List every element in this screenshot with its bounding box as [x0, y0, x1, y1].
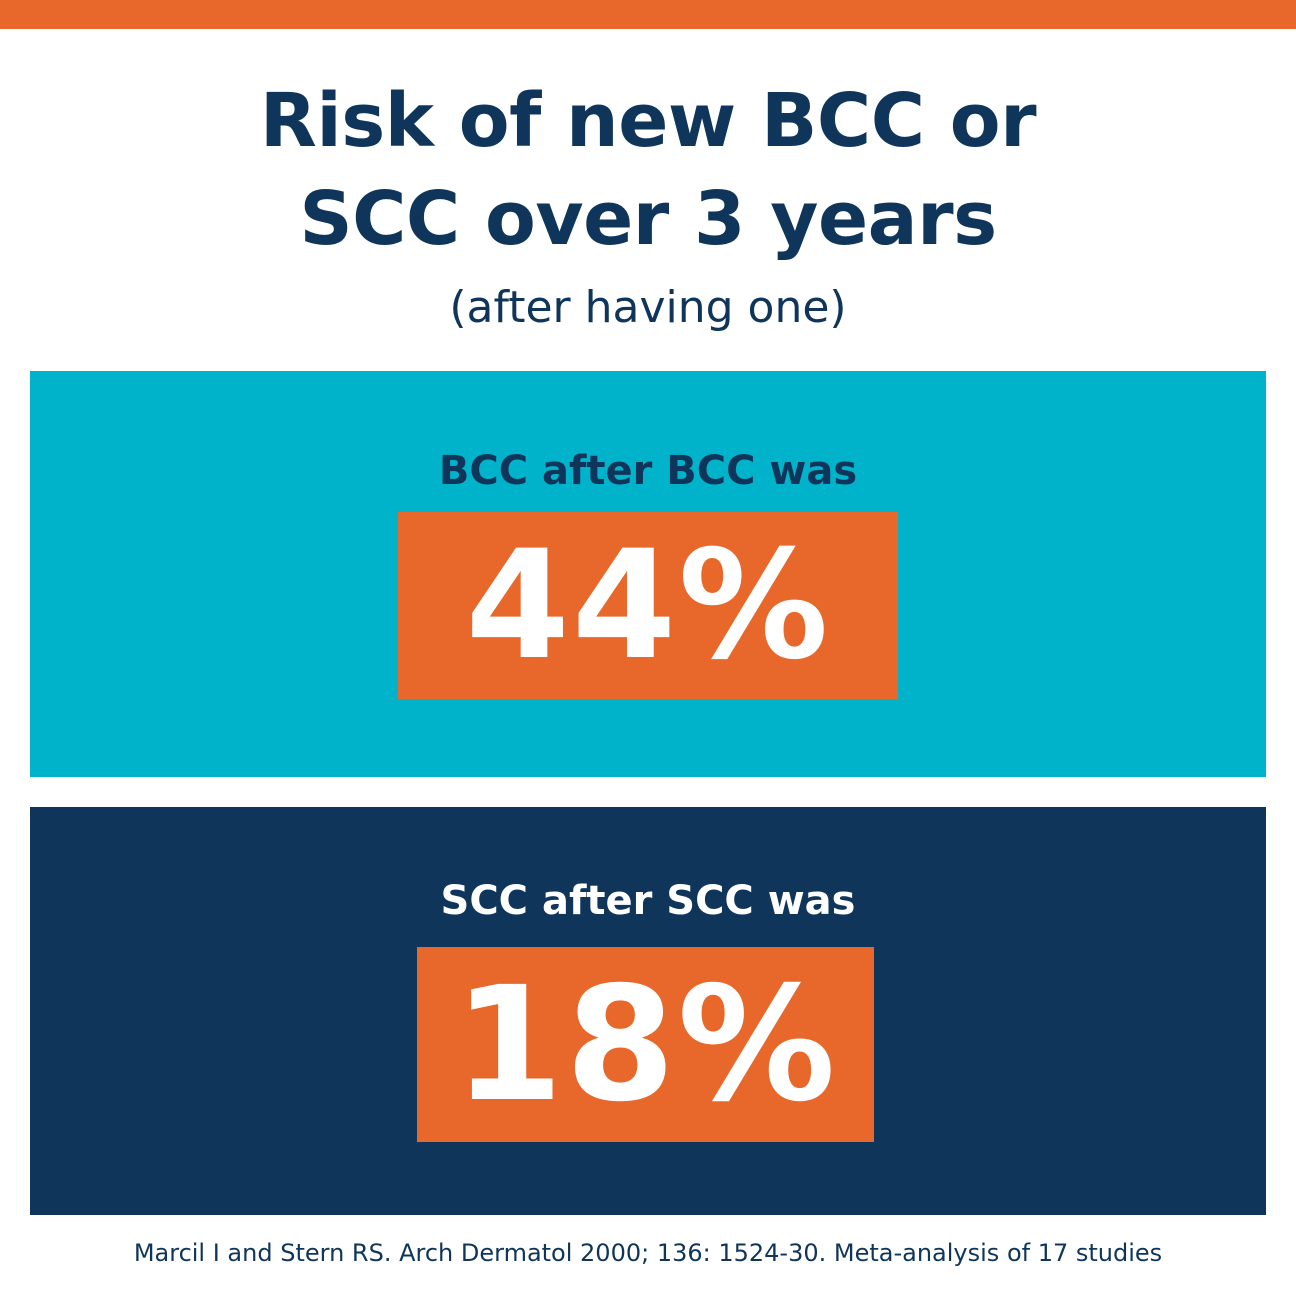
citation: Marcil I and Stern RS. Arch Dermatol 200…	[133, 1239, 1163, 1267]
page-title: Risk of new BCC or SCC over 3 years	[0, 72, 1296, 268]
title-line-1: Risk of new BCC or	[259, 78, 1037, 164]
top-accent-bar	[0, 0, 1296, 29]
scc-stat-value: 18%	[417, 947, 874, 1142]
bcc-stat-value: 44%	[398, 512, 898, 699]
scc-stat-panel: SCC after SCC was 18%	[30, 807, 1266, 1215]
bcc-stat-label: BCC after BCC was	[438, 448, 858, 494]
scc-stat-label: SCC after SCC was	[440, 878, 856, 924]
title-line-2: SCC over 3 years	[299, 176, 997, 262]
bcc-stat-panel: BCC after BCC was 44%	[30, 371, 1266, 777]
subtitle: (after having one)	[449, 282, 847, 333]
